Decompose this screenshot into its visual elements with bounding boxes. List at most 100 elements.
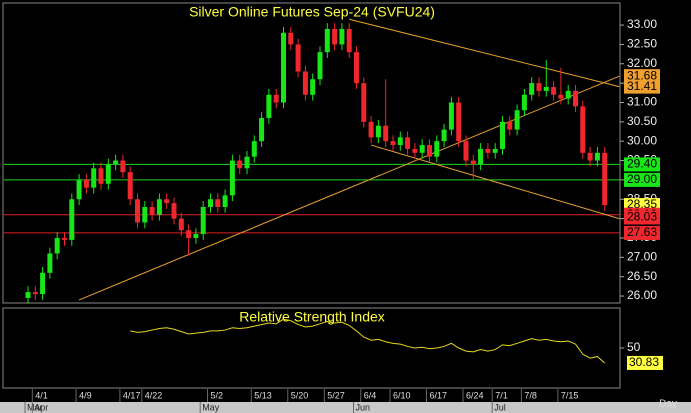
candle-body: [200, 207, 206, 235]
x-axis-label: Day: [659, 399, 677, 410]
x-tick-label: 7/8: [524, 390, 537, 400]
x-tick-label: 7/15: [561, 390, 579, 400]
candle-body: [98, 168, 104, 184]
price-box-label: 31.68: [627, 68, 657, 82]
candle-body: [543, 87, 549, 91]
candle-body: [485, 148, 491, 153]
candle-body: [76, 179, 82, 200]
candle-body: [375, 125, 381, 138]
month-axis: [0, 402, 691, 413]
price-box-label: 31.41: [627, 79, 657, 93]
candle-body: [259, 117, 265, 142]
candle-body: [186, 230, 192, 238]
x-tick-label: 7/1: [495, 390, 508, 400]
candle-body: [135, 199, 140, 223]
candle-body: [573, 90, 578, 107]
x-tick-label: 6/24: [466, 390, 484, 400]
x-tick-label: 5/2: [211, 390, 224, 400]
candle-body: [208, 199, 213, 207]
candle-body: [587, 152, 593, 161]
candle-body: [500, 121, 505, 149]
month-label: May: [202, 402, 220, 412]
candle-body: [54, 237, 60, 254]
candle-body: [551, 87, 557, 95]
candle-body: [288, 32, 294, 45]
candle-body: [178, 218, 184, 231]
month-label: Jul: [494, 402, 506, 412]
rsi-line: [130, 318, 606, 364]
y-tick-label: 30.00: [627, 133, 657, 147]
candle-body: [25, 292, 31, 298]
price-box-label: 28.35: [627, 197, 657, 211]
candle-body: [521, 94, 527, 111]
x-tick-label: 4/17: [123, 390, 141, 400]
candle-body: [229, 160, 235, 196]
candle-body: [222, 195, 228, 207]
candle-body: [156, 199, 162, 215]
month-label: Mar: [27, 402, 43, 412]
x-tick-label: 5/27: [327, 390, 345, 400]
x-tick-label: 6/4: [364, 390, 377, 400]
candle-body: [302, 71, 308, 95]
candle-body: [40, 272, 46, 295]
y-tick-label: 27.00: [627, 249, 657, 263]
price-box: [624, 157, 660, 172]
candle-body: [324, 28, 330, 53]
month-label: Apr: [34, 402, 48, 412]
candle-body: [127, 172, 133, 200]
candle-body: [580, 106, 586, 153]
candle-body: [142, 207, 148, 223]
candle-body: [295, 44, 301, 72]
candle-body: [193, 234, 199, 238]
y-tick-label: 26.50: [627, 269, 657, 283]
candle-body: [558, 94, 564, 99]
x-tick-label: 6/17: [430, 390, 448, 400]
candle-body: [91, 168, 97, 188]
y-tick-label: 30.50: [627, 114, 657, 128]
candle-body: [427, 145, 432, 157]
price-box: [624, 210, 660, 225]
candle-body: [113, 160, 119, 165]
trend-line: [349, 18, 620, 88]
candle-body: [507, 121, 513, 130]
y-tick-label: 26.00: [627, 288, 657, 302]
candle-body: [456, 102, 462, 142]
candle-body: [171, 203, 177, 219]
candle-body: [492, 148, 498, 153]
candle-body: [529, 83, 535, 95]
chart-title: Silver Online Futures Sep-24 (SVFU24): [189, 4, 435, 20]
candle-body: [164, 199, 170, 204]
candle-body: [478, 148, 484, 165]
candle-body: [419, 145, 425, 153]
candle-body: [434, 141, 440, 157]
price-box: [624, 225, 660, 240]
price-box: [624, 172, 660, 187]
candle-body: [448, 102, 454, 130]
candle-body: [32, 292, 38, 295]
x-tick-label: 4/1: [35, 390, 48, 400]
candle-body: [105, 164, 111, 184]
rsi-box-label: 30.83: [629, 355, 659, 369]
candle-body: [412, 148, 418, 153]
candle-body: [390, 141, 396, 146]
x-tick-label: 5/13: [254, 390, 272, 400]
candle-body: [215, 199, 221, 207]
y-tick-label: 31.00: [627, 95, 657, 109]
x-tick-label: 4/22: [145, 390, 163, 400]
candle-body: [397, 137, 403, 146]
trend-line: [78, 75, 620, 301]
candle-body: [244, 156, 250, 169]
x-tick-label: 4/9: [79, 390, 92, 400]
price-box-label: 29.00: [627, 172, 657, 186]
candle-body: [273, 94, 279, 103]
price-panel: [2, 2, 621, 304]
candle-body: [470, 160, 476, 165]
candle-body: [237, 160, 243, 169]
y-tick-label: 50: [627, 340, 641, 354]
candle-body: [62, 237, 67, 240]
candle-body: [565, 90, 571, 99]
rsi-title: Relative Strength Index: [239, 309, 385, 325]
candle-body: [441, 129, 447, 142]
